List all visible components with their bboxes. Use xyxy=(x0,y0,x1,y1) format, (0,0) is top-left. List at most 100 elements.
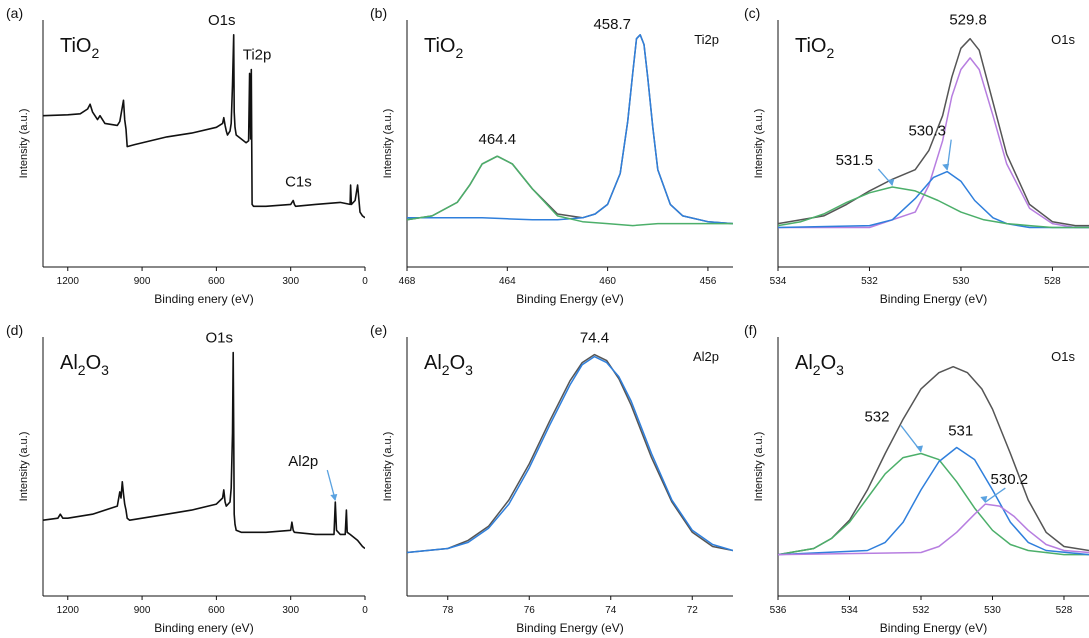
x-tick-label: 900 xyxy=(134,276,151,287)
series-line-fit-1 xyxy=(778,452,1089,556)
peak-annotation: 74.4 xyxy=(580,330,609,347)
x-tick-label: 532 xyxy=(861,276,878,287)
x-tick-label: 528 xyxy=(1056,605,1073,616)
x-tick-label: 530 xyxy=(953,276,970,287)
x-tick-label: 600 xyxy=(208,605,225,616)
y-axis-title: Intensity (a.u.) xyxy=(753,432,765,502)
annotation-arrowhead xyxy=(980,496,988,504)
compound-label: TiO2 xyxy=(60,35,99,61)
compound-subscript: 2 xyxy=(78,362,86,378)
x-tick-label: 460 xyxy=(599,276,616,287)
annotation-arrowhead xyxy=(887,179,895,187)
panel-label-d: (d) xyxy=(6,322,23,338)
series-line-envelope-0 xyxy=(407,34,733,225)
x-axis-title: Binding enery (eV) xyxy=(154,621,253,635)
compound-subscript: 2 xyxy=(826,45,834,61)
x-tick-label: 534 xyxy=(841,605,858,616)
x-tick-label: 468 xyxy=(399,276,416,287)
series-line-fit-2 xyxy=(778,170,1089,229)
panel-a: (a) 1200 900 600 300 0 Binding enery (eV) Inten… xyxy=(6,5,368,306)
x-tick-label: 0 xyxy=(362,276,368,287)
x-tick-label: 536 xyxy=(770,605,787,616)
peak-annotation: Al2p xyxy=(288,453,318,470)
annotation-arrowhead xyxy=(915,445,923,453)
compound-subscript-2: 3 xyxy=(836,362,844,378)
panel-label-f: (f) xyxy=(744,322,757,338)
x-tick-label: 528 xyxy=(1044,276,1061,287)
y-axis-title: Intensity (a.u.) xyxy=(18,109,30,179)
x-tick-label: 534 xyxy=(770,276,787,287)
peak-annotation: 464.4 xyxy=(479,131,517,148)
series-line-fit-1 xyxy=(407,355,733,554)
compound-tail: O xyxy=(821,352,837,374)
series-line-fit-3 xyxy=(778,503,1089,556)
annotation-arrowhead xyxy=(942,163,950,171)
peak-annotation: C1s xyxy=(285,174,312,191)
compound-main: Al xyxy=(424,352,442,374)
series-line-fit-1 xyxy=(407,34,733,225)
peak-annotation: 531.5 xyxy=(836,152,874,169)
series-line-envelope-0 xyxy=(778,365,1089,556)
core-level-label: O1s xyxy=(1051,32,1075,47)
y-axis-title: Intensity (a.u.) xyxy=(18,432,30,502)
annotation-arrow xyxy=(984,487,1006,503)
x-axis-title: Binding enery (eV) xyxy=(154,292,253,306)
peak-annotation: 530.3 xyxy=(908,123,946,140)
compound-subscript-2: 3 xyxy=(465,362,473,378)
x-tick-label: 74 xyxy=(605,605,617,616)
series-line-survey-0 xyxy=(43,351,365,550)
compound-main: Al xyxy=(60,352,78,374)
x-tick-label: 900 xyxy=(134,605,151,616)
x-tick-label: 78 xyxy=(442,605,454,616)
panel-label-e: (e) xyxy=(370,322,387,338)
panel-f: (f) 536 534 532 530 528 Binding Energy (eV) Int… xyxy=(744,322,1089,635)
compound-subscript: 2 xyxy=(455,45,463,61)
peak-annotation: 532 xyxy=(864,409,889,426)
compound-main: TiO xyxy=(424,35,455,57)
y-axis-title: Intensity (a.u.) xyxy=(382,109,394,179)
peak-annotation: O1s xyxy=(208,12,236,29)
compound-tail: O xyxy=(86,352,102,374)
compound-tail: O xyxy=(450,352,466,374)
core-level-label: Al2p xyxy=(693,349,719,364)
x-tick-label: 600 xyxy=(208,276,225,287)
peak-annotation: 458.7 xyxy=(593,16,631,33)
compound-subscript-2: 3 xyxy=(101,362,109,378)
x-tick-label: 1200 xyxy=(57,276,80,287)
peak-annotation: O1s xyxy=(205,330,233,347)
peak-annotation: 530.2 xyxy=(991,471,1029,488)
compound-subscript: 2 xyxy=(813,362,821,378)
x-axis-title: Binding Energy (eV) xyxy=(516,621,623,635)
series-line-fit-2 xyxy=(407,155,733,227)
series-line-envelope-0 xyxy=(407,353,733,554)
x-tick-label: 1200 xyxy=(57,605,80,616)
panel-c: (c) 534 532 530 528 Binding Energy (eV) Intens… xyxy=(744,5,1089,306)
x-tick-label: 0 xyxy=(362,605,368,616)
compound-label: Al2O3 xyxy=(795,352,844,378)
compound-label: Al2O3 xyxy=(424,352,473,378)
x-tick-label: 300 xyxy=(282,276,299,287)
peak-annotation: 529.8 xyxy=(949,12,987,29)
series-line-fit-2 xyxy=(778,446,1089,556)
x-tick-label: 76 xyxy=(524,605,536,616)
x-tick-label: 456 xyxy=(700,276,717,287)
x-tick-label: 532 xyxy=(913,605,930,616)
panel-label-c: (c) xyxy=(744,5,760,21)
x-tick-label: 464 xyxy=(499,276,516,287)
panel-b: (b) 468 464 460 456 Binding Energy (eV) Intens… xyxy=(370,5,733,306)
series-line-fit-3 xyxy=(778,186,1089,229)
x-axis-title: Binding Energy (eV) xyxy=(880,621,987,635)
core-level-label: O1s xyxy=(1051,349,1075,364)
annotation-arrowhead xyxy=(330,494,338,502)
compound-label: Al2O3 xyxy=(60,352,109,378)
x-tick-label: 530 xyxy=(984,605,1001,616)
panel-e: (e) 78 76 74 72 Binding Energy (eV) Intensity … xyxy=(370,322,733,635)
x-axis-title: Binding Energy (eV) xyxy=(880,292,987,306)
compound-main: TiO xyxy=(60,35,91,57)
compound-label: TiO2 xyxy=(795,35,834,61)
y-axis-title: Intensity (a.u.) xyxy=(753,109,765,179)
series-line-fit-1 xyxy=(778,57,1089,229)
peak-annotation: 531 xyxy=(948,422,973,439)
compound-label: TiO2 xyxy=(424,35,463,61)
